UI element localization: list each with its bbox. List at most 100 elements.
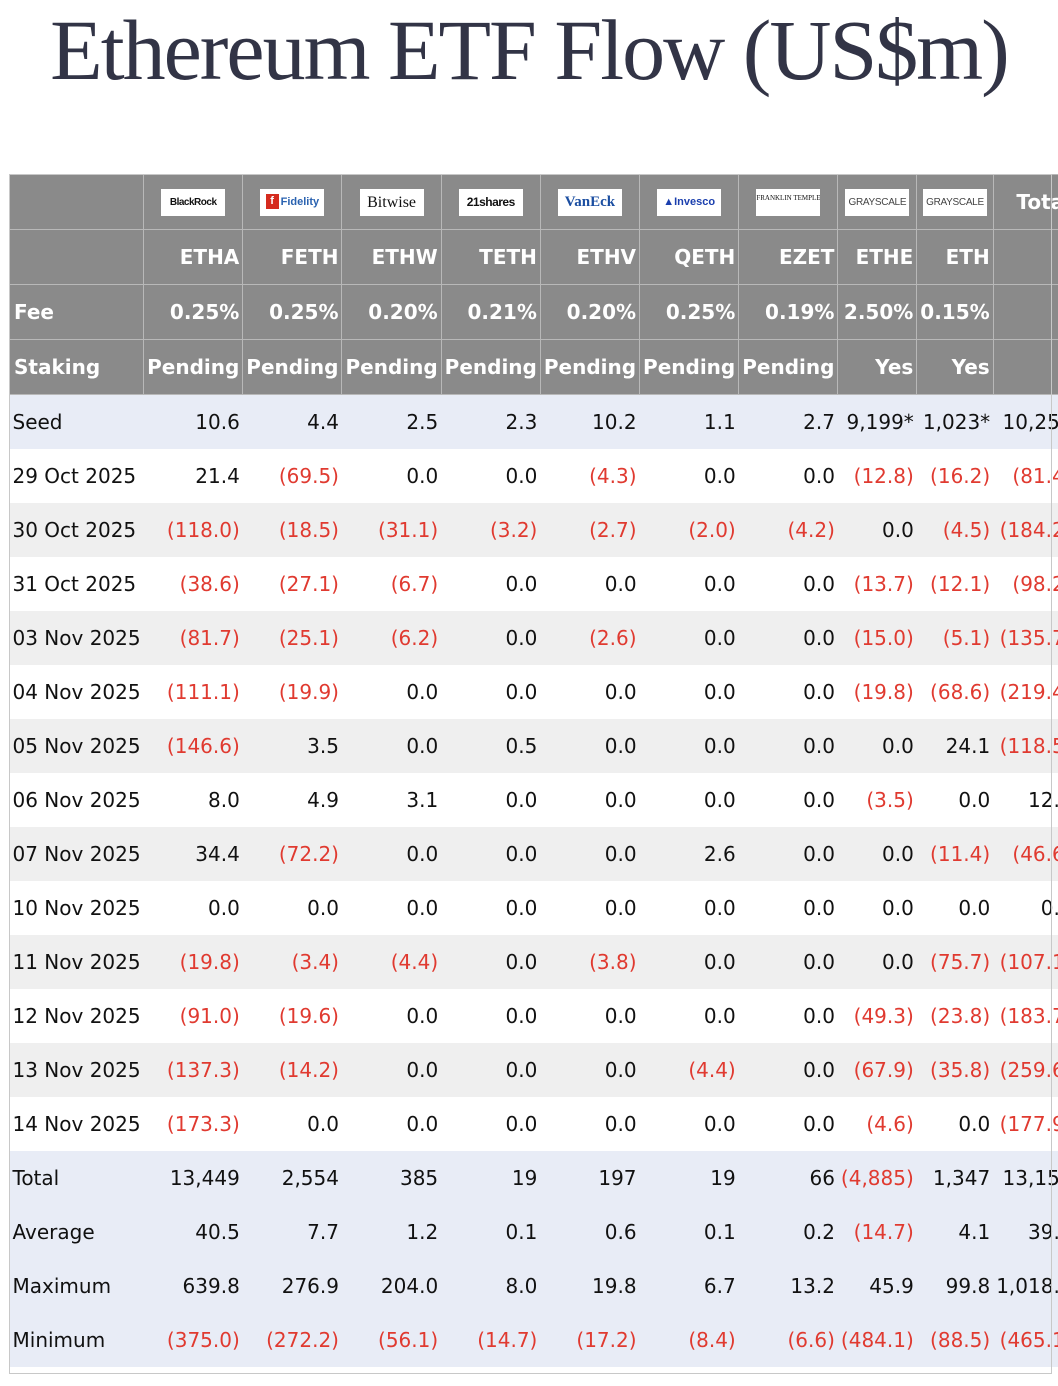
flow-cell: 45.9	[837, 1259, 917, 1313]
row-label: 14 Nov 2025	[9, 1097, 144, 1151]
row-total-cell: 39.6	[993, 1205, 1058, 1259]
flow-cell: 0.0	[738, 1097, 838, 1151]
flow-cell: 19	[639, 1151, 739, 1205]
flow-cell: 0.0	[441, 611, 541, 665]
flow-cell: 197	[540, 1151, 640, 1205]
flow-cell: (19.8)	[143, 935, 243, 989]
summary-row: Total 13,449 2,554 385 19 197 19 66 (4,885) 1,347…	[9, 1151, 1058, 1205]
flow-cell: 0.0	[738, 989, 838, 1043]
row-label: 30 Oct 2025	[9, 503, 144, 557]
flow-cell: 0.0	[837, 881, 917, 935]
ticker-cell: ETHW	[341, 229, 442, 285]
flow-cell: 1,023*	[916, 394, 994, 449]
page-title: Ethereum ETF Flow (US$m)	[50, 2, 1010, 98]
flow-cell: 0.0	[540, 1097, 640, 1151]
row-label: 13 Nov 2025	[9, 1043, 144, 1097]
flow-cell: 0.0	[738, 719, 838, 773]
ticker-cell: FETH	[242, 229, 343, 285]
flow-cell: 0.0	[738, 665, 838, 719]
row-label: 11 Nov 2025	[9, 935, 144, 989]
flow-cell: 1.2	[341, 1205, 442, 1259]
flow-cell: 0.0	[639, 611, 739, 665]
flow-cell: 0.0	[341, 719, 442, 773]
fee-cell: 0.20%	[341, 284, 442, 340]
flow-cell: 6.7	[639, 1259, 739, 1313]
flow-cell: 0.0	[837, 719, 917, 773]
row-label: 05 Nov 2025	[9, 719, 144, 773]
staking-cell: Pending	[539, 339, 641, 395]
row-label: 31 Oct 2025	[9, 557, 144, 611]
flow-cell: 0.0	[441, 881, 541, 935]
staking-cell: Yes	[916, 339, 994, 395]
staking-cell: Pending	[143, 339, 244, 395]
flow-cell: 0.0	[639, 719, 739, 773]
fee-cell: 0.25%	[143, 284, 244, 340]
ticker-cell: EZET	[738, 229, 839, 285]
flow-cell: (68.6)	[916, 665, 994, 719]
flow-cell: 10.2	[540, 394, 640, 449]
flow-cell: (91.0)	[143, 989, 243, 1043]
flow-cell: 7.7	[242, 1205, 342, 1259]
flow-cell: 0.0	[341, 989, 442, 1043]
flow-cell: 0.0	[738, 881, 838, 935]
flow-cell: 13.2	[738, 1259, 838, 1313]
flow-cell: (12.8)	[837, 449, 917, 503]
flow-cell: 0.0	[341, 881, 442, 935]
flow-cell: 0.0	[738, 935, 838, 989]
flow-cell: (4,885)	[837, 1151, 917, 1205]
summary-row: Maximum 639.8 276.9 204.0 8.0 19.8 6.7 13.2 45.9…	[9, 1259, 1058, 1313]
row-total-cell: (46.6)	[993, 827, 1058, 881]
flow-cell: (56.1)	[341, 1313, 442, 1367]
grayscale-logo: GRAYSCALE	[922, 188, 987, 216]
row-label: 12 Nov 2025	[9, 989, 144, 1043]
flow-cell: 0.0	[341, 1043, 442, 1097]
flow-cell: (16.2)	[916, 449, 994, 503]
flow-cell: 0.0	[639, 449, 739, 503]
row-label: Total	[9, 1151, 144, 1205]
flow-cell: 0.0	[540, 1043, 640, 1097]
flow-cell: (4.6)	[837, 1097, 917, 1151]
flow-cell: (4.4)	[639, 1043, 739, 1097]
vaneck-logo: VanEck	[557, 188, 622, 216]
flow-cell: (4.3)	[540, 449, 640, 503]
flow-cell: (14.7)	[441, 1313, 541, 1367]
flow-cell: 40.5	[143, 1205, 243, 1259]
row-total-cell: 12.5	[993, 773, 1058, 827]
fee-cell: 0.25%	[639, 284, 740, 340]
franklin-templeton-logo: FRANKLIN TEMPLETON	[756, 188, 821, 216]
etf-flow-table: BlackRock f Fidelity Bitwise 21shares Van…	[8, 174, 1058, 1367]
flow-cell: (23.8)	[916, 989, 994, 1043]
table-row: 13 Nov 2025 (137.3) (14.2) 0.0 0.0 0.0 (4.4) 0.…	[9, 1043, 1058, 1097]
flow-cell: (146.6)	[143, 719, 243, 773]
flow-cell: 0.0	[916, 881, 994, 935]
issuer-logo-row: BlackRock f Fidelity Bitwise 21shares Van…	[8, 174, 1058, 230]
row-total-cell: (219.4)	[993, 665, 1058, 719]
row-total-cell: 10,255	[993, 394, 1058, 449]
flow-cell: (4.5)	[916, 503, 994, 557]
staking-cell: Pending	[242, 339, 343, 395]
flow-cell: 0.0	[441, 449, 541, 503]
flow-cell: (484.1)	[837, 1313, 917, 1367]
row-label: Minimum	[9, 1313, 144, 1367]
flow-cell: (111.1)	[143, 665, 243, 719]
flow-cell: (38.6)	[143, 557, 243, 611]
bitwise-logo: Bitwise	[359, 188, 424, 216]
flow-cell: 0.0	[441, 665, 541, 719]
flow-cell: (19.8)	[837, 665, 917, 719]
flow-cell: 0.0	[341, 827, 442, 881]
table-row: 14 Nov 2025 (173.3) 0.0 0.0 0.0 0.0 0.0 0.0 (4.6…	[9, 1097, 1058, 1151]
flow-cell: 385	[341, 1151, 442, 1205]
row-total-cell: (81.4)	[993, 449, 1058, 503]
fee-cell: 0.21%	[440, 284, 541, 340]
ticker-cell: ETHV	[539, 229, 641, 285]
flow-cell: 0.0	[738, 827, 838, 881]
flow-cell: (31.1)	[341, 503, 442, 557]
flow-cell: 0.0	[639, 773, 739, 827]
flow-cell: 0.0	[916, 1097, 994, 1151]
flow-cell: (3.2)	[441, 503, 541, 557]
table-row: 04 Nov 2025 (111.1) (19.9) 0.0 0.0 0.0 0.0 0.0(…	[9, 665, 1058, 719]
row-label: 03 Nov 2025	[9, 611, 144, 665]
flow-cell: (5.1)	[916, 611, 994, 665]
flow-cell: (3.5)	[837, 773, 917, 827]
flow-cell: 0.0	[540, 989, 640, 1043]
